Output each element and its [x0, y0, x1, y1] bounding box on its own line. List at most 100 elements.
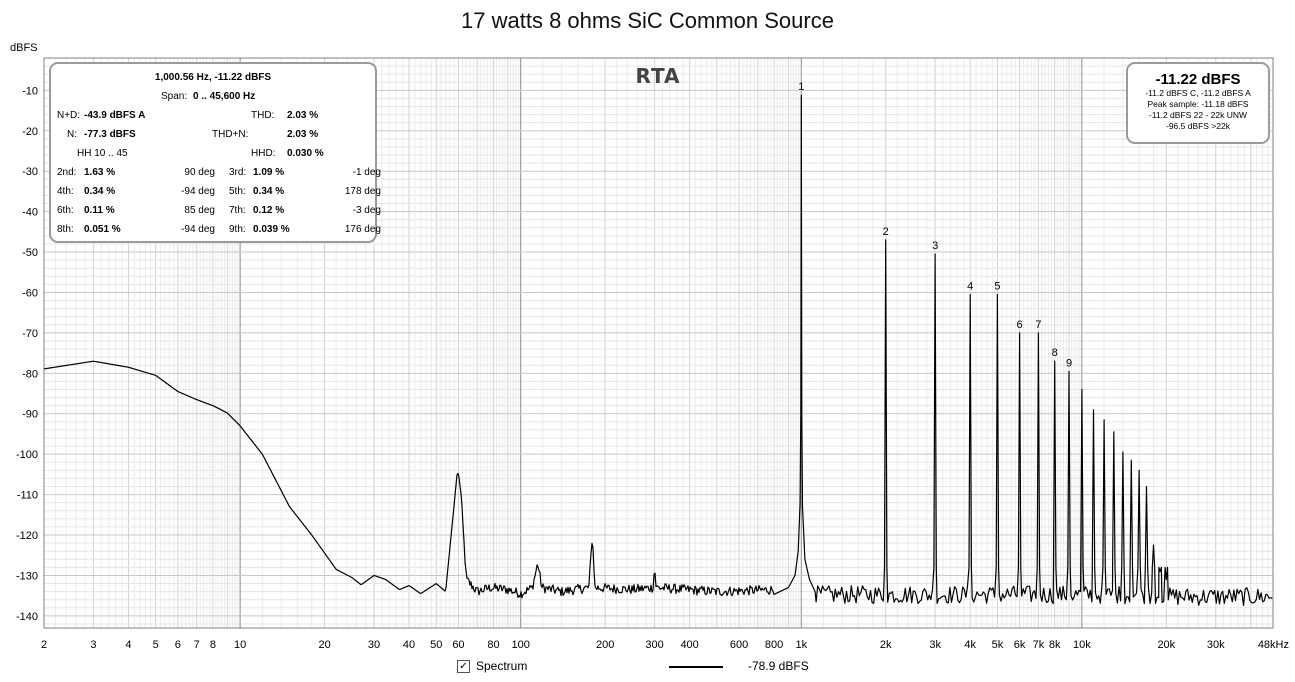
harmonic-number-label: 1	[798, 81, 804, 93]
y-tick-label: -100	[16, 449, 38, 461]
y-tick-label: -140	[16, 611, 38, 623]
x-tick-label: 100	[512, 639, 530, 651]
span-value: 0 .. 45,600 Hz	[193, 91, 256, 102]
y-tick-label: -10	[22, 85, 38, 97]
thdn-value: 2.03 %	[287, 129, 319, 140]
harmonic-right-value: 0.12 %	[253, 205, 285, 216]
x-tick-label: 3	[90, 639, 96, 651]
harmonic-right-phase: -3 deg	[352, 205, 381, 216]
x-axis-ticks: 2 3 4 5 6 7 8 10 20 30 40 50 60 80 100 200 300 400 600 800 1…	[41, 639, 1289, 651]
y-axis-ticks: -10 -20 -30 -40 -50 -60 -70 -80 -90 -100 -110 -120 -…	[16, 85, 38, 623]
x-tick-label: 20k	[1157, 639, 1175, 651]
x-tick-label: 6	[175, 639, 181, 651]
hhd-label: HHD:	[251, 148, 276, 159]
x-tick-label: 600	[730, 639, 748, 651]
hhd-value: 0.030 %	[287, 148, 324, 159]
harmonic-left-label: 2nd:	[57, 167, 77, 178]
y-axis-unit-label: dBFS	[10, 42, 38, 54]
peak-level-panel[interactable]: -11.22 dBFS -11.2 dBFS C, -11.2 dBFS A P…	[1126, 62, 1270, 144]
x-tick-label: 10k	[1073, 639, 1091, 651]
harmonic-left-label: 8th:	[57, 224, 74, 235]
harmonic-left-value: 0.11 %	[84, 205, 115, 216]
hh-range: HH 10 .. 45	[77, 148, 128, 159]
x-tick-label: 6k	[1014, 639, 1026, 651]
harmonic-number-label: 2	[883, 226, 889, 238]
harmonic-left-value: 0.34 %	[84, 186, 116, 197]
thdn-label: THD+N:	[212, 129, 249, 140]
x-tick-label: 8k	[1049, 639, 1061, 651]
spectrum-legend-swatch	[669, 666, 723, 668]
x-tick-label: 2k	[880, 639, 892, 651]
x-tick-label: 800	[765, 639, 783, 651]
harmonic-right-value: 0.039 %	[253, 224, 290, 235]
x-tick-label: 3k	[929, 639, 941, 651]
y-tick-label: -20	[22, 126, 38, 138]
nd-value: -43.9 dBFS A	[84, 110, 146, 121]
x-tick-label: 4k	[964, 639, 976, 651]
x-tick-label: 60	[452, 639, 464, 651]
x-tick-label: 200	[596, 639, 614, 651]
harmonic-left-phase: -94 deg	[181, 186, 215, 197]
peak-line-4: -96.5 dBFS >22k	[1165, 121, 1231, 131]
y-tick-label: -30	[22, 166, 38, 178]
chart-title: 17 watts 8 ohms SiC Common Source	[461, 8, 834, 33]
x-tick-label: 80	[487, 639, 499, 651]
harmonic-left-label: 4th:	[57, 186, 74, 197]
x-tick-label: 5k	[992, 639, 1004, 651]
harmonic-left-label: 6th:	[57, 205, 74, 216]
peak-line-1: -11.2 dBFS C, -11.2 dBFS A	[1145, 88, 1251, 98]
chart-legend: ✓ Spectrum -78.9 dBFS	[0, 658, 1295, 678]
harmonic-row: 4th: 0.34 % -94 deg 5th: 0.34 % 178 deg	[51, 182, 381, 201]
harmonic-left-phase: 90 deg	[184, 167, 215, 178]
peak-line-3: -11.2 dBFS 22 - 22k UNW	[1148, 110, 1248, 120]
x-tick-label: 2	[41, 639, 47, 651]
harmonic-left-value: 1.63 %	[84, 167, 116, 178]
x-tick-label: 7k	[1033, 639, 1045, 651]
x-tick-label: 7	[194, 639, 200, 651]
harmonic-number-label: 7	[1035, 319, 1041, 331]
nd-label: N+D:	[57, 110, 81, 121]
harmonic-right-phase: -1 deg	[352, 167, 381, 178]
x-tick-label: 50	[430, 639, 442, 651]
n-label: N:	[67, 129, 77, 140]
peak-line-2: Peak sample: -11.18 dBFS	[1147, 99, 1249, 109]
span-label: Span:	[161, 91, 188, 102]
harmonic-right-value: 1.09 %	[253, 167, 285, 178]
harmonic-number-label: 4	[967, 280, 973, 292]
n-value: -77.3 dBFS	[84, 129, 136, 140]
harmonic-right-label: 7th:	[229, 205, 246, 216]
harmonic-right-label: 3rd:	[229, 167, 247, 178]
x-tick-label: 4	[125, 639, 131, 651]
harmonic-number-label: 9	[1066, 357, 1072, 369]
spectrum-checkbox[interactable]: ✓	[457, 660, 470, 673]
distortion-stats-panel[interactable]: 1,000.56 Hz, -11.22 dBFS Span: 0 .. 45,6…	[49, 62, 381, 243]
harmonic-number-label: 5	[994, 280, 1000, 292]
x-tick-label: 5	[153, 639, 159, 651]
harmonic-number-label: 6	[1017, 319, 1023, 331]
x-tick-label: 20	[318, 639, 330, 651]
y-tick-label: -60	[22, 287, 38, 299]
harmonic-number-label: 8	[1052, 347, 1058, 359]
plot-frame	[43, 57, 1274, 629]
y-tick-label: -130	[16, 570, 38, 582]
x-tick-label: 10	[234, 639, 246, 651]
spectrum-legend-label[interactable]: Spectrum	[476, 659, 528, 673]
y-tick-label: -40	[22, 207, 38, 219]
x-tick-label: 400	[680, 639, 698, 651]
x-tick-label: 300	[645, 639, 663, 651]
harmonic-row: 6th: 0.11 % 85 deg 7th: 0.12 % -3 deg	[51, 201, 381, 220]
thd-value: 2.03 %	[287, 110, 319, 121]
x-tick-label: 30k	[1207, 639, 1225, 651]
harmonic-right-phase: 178 deg	[344, 186, 381, 197]
harmonic-row: 8th: 0.051 % -94 deg 9th: 0.039 % 176 deg	[51, 220, 381, 239]
harmonic-left-phase: -94 deg	[181, 224, 215, 235]
thd-label: THD:	[251, 110, 275, 121]
harmonic-right-value: 0.34 %	[253, 186, 285, 197]
spectrum-cursor-value: -78.9 dBFS	[748, 659, 809, 673]
spectrum-series-line	[43, 94, 1273, 606]
y-tick-label: -110	[17, 490, 38, 502]
stats-header: 1,000.56 Hz, -11.22 dBFS	[154, 72, 272, 83]
y-tick-label: -50	[22, 247, 38, 259]
peak-level-value: -11.22 dBFS	[1155, 71, 1241, 88]
